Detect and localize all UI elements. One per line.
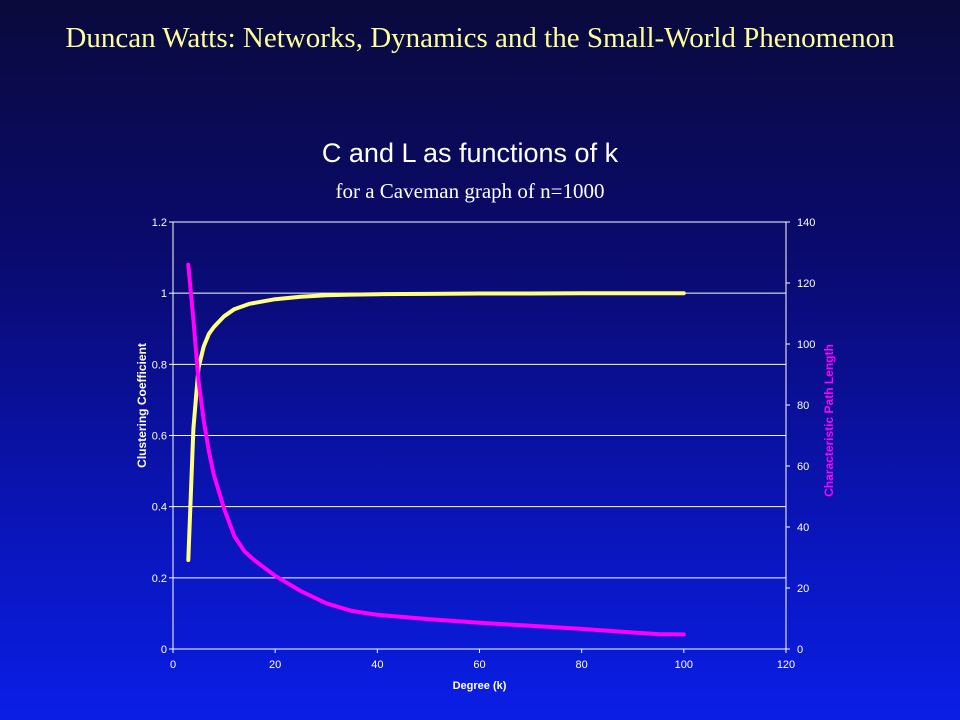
x-tick-label: 20 <box>269 659 281 671</box>
y2-tick-label: 140 <box>797 217 815 229</box>
x-tick-label: 0 <box>170 659 176 671</box>
y2-tick-label: 120 <box>797 278 815 290</box>
y2-tick-label: 80 <box>797 400 809 412</box>
y-tick-label: 1.2 <box>152 217 167 229</box>
x-tick-label: 80 <box>576 659 588 671</box>
slide-title: Duncan Watts: Networks, Dynamics and the… <box>65 22 895 54</box>
y-tick-label: 0.6 <box>152 431 167 443</box>
y-tick-label: 1 <box>161 288 167 300</box>
x-axis-label: Degree (k) <box>453 680 507 692</box>
y-tick-label: 0.2 <box>152 573 167 585</box>
x-tick-label: 120 <box>777 659 795 671</box>
y2-tick-label: 20 <box>797 583 809 595</box>
y2-tick-label: 0 <box>797 644 803 656</box>
y-tick-label: 0 <box>161 644 167 656</box>
y2-axis-label: Characteristic Path Length <box>822 344 836 497</box>
y-axis-label: Clustering Coefficient <box>135 343 149 468</box>
clustering-series-line <box>186 291 686 562</box>
y2-tick-label: 100 <box>797 339 815 351</box>
chart-subtitle: for a Caveman graph of n=1000 <box>335 179 605 203</box>
chart-title: C and L as functions of k <box>321 138 619 168</box>
path-length-series-line <box>186 262 686 637</box>
x-tick-label: 60 <box>473 659 485 671</box>
x-tick-label: 40 <box>371 659 383 671</box>
y2-tick-label: 40 <box>797 522 809 534</box>
x-tick-label: 100 <box>675 659 693 671</box>
y2-tick-label: 60 <box>797 461 809 473</box>
y-tick-label: 0.4 <box>152 502 167 514</box>
y-tick-label: 0.8 <box>152 359 167 371</box>
